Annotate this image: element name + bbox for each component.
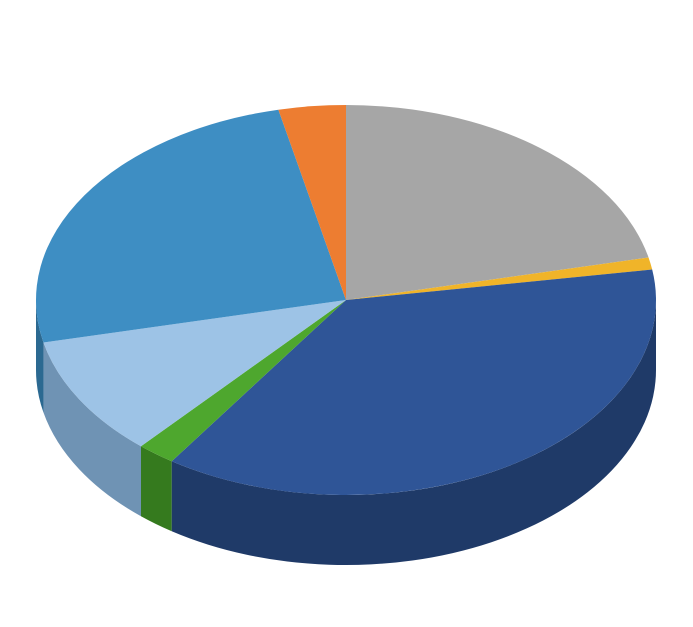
pie-chart-3d — [0, 0, 693, 627]
pie-tops — [36, 105, 656, 495]
